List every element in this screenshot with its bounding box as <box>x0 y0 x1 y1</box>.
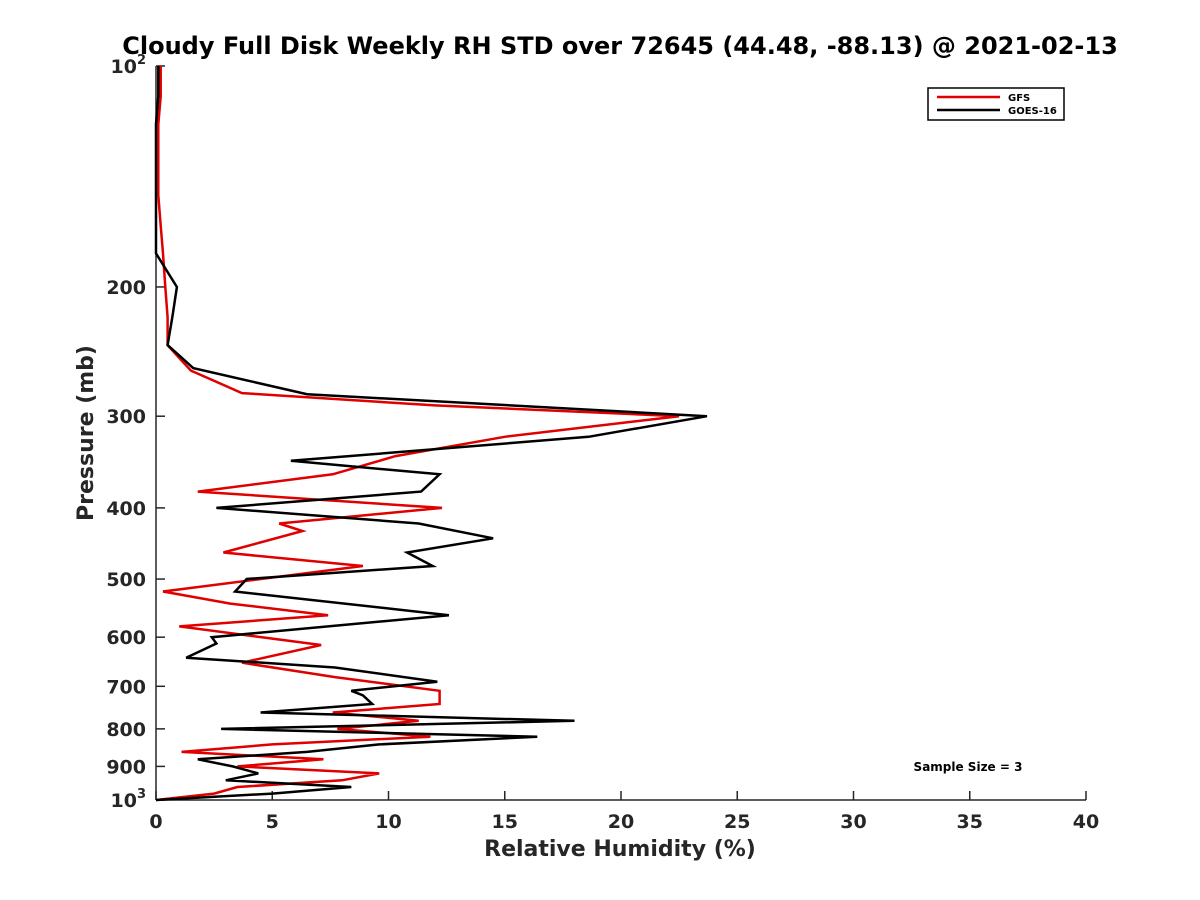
legend-box <box>927 87 1065 121</box>
x-tick-label: 5 <box>266 811 279 833</box>
plot-axes: 0 5 10 15 20 25 30 35 40 102 200 300 400 500 600 700 800… <box>106 53 1099 833</box>
y-tick-label: 102 <box>111 53 147 78</box>
x-tick-label: 35 <box>957 811 983 833</box>
legend: GFS GOES-16 <box>927 87 1065 121</box>
series-layer <box>154 66 708 802</box>
y-tick-label: 200 <box>106 277 146 299</box>
y-tick-label: 400 <box>106 498 146 520</box>
legend-label-goes16: GOES-16 <box>1008 106 1057 117</box>
x-tick-label: 25 <box>724 811 750 833</box>
y-tick-label: 700 <box>106 676 146 698</box>
sample-size-annotation: Sample Size = 3 <box>914 760 1023 774</box>
y-tick-label: 800 <box>106 719 146 741</box>
x-tick-label: 20 <box>608 811 634 833</box>
x-tick-label: 40 <box>1073 811 1099 833</box>
y-tick-label: 600 <box>106 627 146 649</box>
y-tick-label: 900 <box>106 756 146 778</box>
y-tick-label: 103 <box>111 787 147 812</box>
y-axis-label: Pressure (mb) <box>74 345 99 521</box>
y-tick-label: 500 <box>106 569 146 591</box>
x-tick-label: 30 <box>840 811 866 833</box>
y-tick-label: 300 <box>106 406 146 428</box>
x-axis-label: Relative Humidity (%) <box>484 837 756 862</box>
legend-label-gfs: GFS <box>1008 93 1030 104</box>
x-tick-label: 15 <box>492 811 518 833</box>
series-line-gfs <box>155 66 680 802</box>
x-tick-label: 0 <box>149 811 162 833</box>
chart-title: Cloudy Full Disk Weekly RH STD over 7264… <box>122 32 1118 60</box>
x-tick-label: 10 <box>375 811 401 833</box>
series-line-goes16 <box>154 66 708 802</box>
